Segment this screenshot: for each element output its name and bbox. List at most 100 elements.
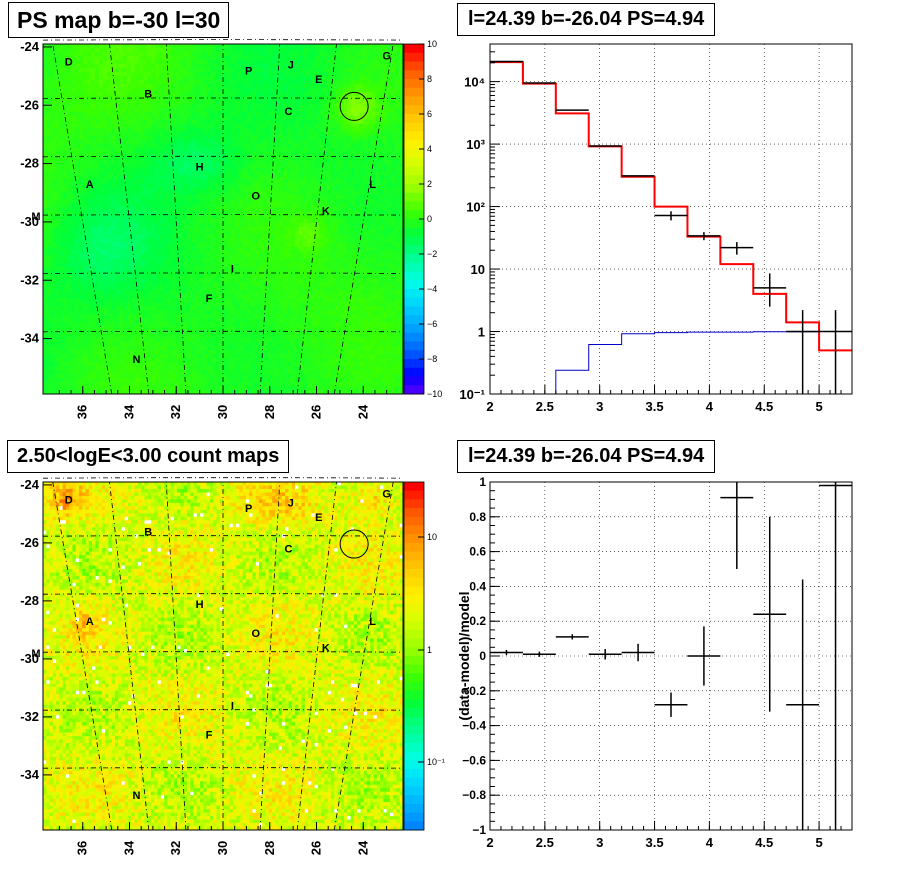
heatmap-cell: [243, 234, 248, 240]
heatmap-cell: [287, 67, 292, 73]
heatmap-cell: [135, 131, 140, 136]
heatmap-cell: [115, 199, 120, 204]
heatmap-cell: [315, 143, 320, 148]
heatmap-cell: [167, 135, 172, 140]
heatmap-cell: [335, 230, 340, 236]
heatmap-cell: [131, 195, 136, 200]
heatmap-cell: [311, 71, 316, 77]
heatmap-cell: [395, 187, 400, 192]
heatmap-cell: [275, 254, 280, 260]
heatmap-cell: [63, 179, 68, 184]
heatmap-cell: [131, 234, 136, 240]
heatmap-cell: [251, 63, 256, 69]
heatmap-cell: [95, 79, 100, 85]
heatmap-cell: [303, 127, 308, 132]
heatmap-cell: [43, 159, 48, 164]
heatmap-cell: [123, 143, 128, 148]
heatmap-cell: [223, 199, 228, 204]
heatmap-cell: [375, 179, 380, 184]
heatmap-cell: [315, 103, 320, 109]
heatmap-cell: [295, 234, 300, 240]
heatmap-cell: [371, 151, 376, 156]
heatmap-cell: [287, 242, 292, 248]
heatmap-cell: [183, 215, 188, 220]
heatmap-cell: [287, 246, 292, 252]
heatmap-cell: [347, 246, 352, 252]
heatmap-cell: [155, 254, 160, 260]
heatmap-cell: [63, 79, 68, 85]
heatmap-cell: [91, 191, 96, 196]
heatmap-cell: [323, 163, 328, 168]
heatmap-cell: [291, 258, 296, 264]
heatmap-cell: [335, 211, 340, 216]
heatmap-cell: [379, 183, 384, 188]
heatmap-cell: [255, 250, 260, 256]
heatmap-cell: [227, 195, 232, 200]
heatmap-cell: [215, 91, 220, 97]
heatmap-cell: [175, 47, 180, 53]
heatmap-cell: [247, 91, 252, 97]
heatmap-cell: [219, 63, 224, 69]
heatmap-cell: [295, 238, 300, 244]
heatmap-cell: [395, 199, 400, 204]
heatmap-cell: [55, 123, 60, 128]
heatmap-cell: [275, 258, 280, 264]
heatmap-cell: [307, 139, 312, 144]
heatmap-cell: [287, 187, 292, 192]
heatmap-cell: [263, 163, 268, 168]
heatmap-cell: [383, 167, 388, 172]
heatmap-cell: [179, 199, 184, 204]
heatmap-cell: [351, 215, 356, 220]
heatmap-cell: [207, 191, 212, 196]
heatmap-cell: [243, 246, 248, 252]
heatmap-cell: [131, 199, 136, 204]
heatmap-cell: [107, 135, 112, 140]
heatmap-cell: [167, 44, 172, 49]
heatmap-cell: [343, 250, 348, 256]
heatmap-cell: [335, 111, 340, 116]
heatmap-cell: [287, 71, 292, 77]
heatmap-cell: [123, 163, 128, 168]
heatmap-cell: [215, 226, 220, 232]
heatmap-cell: [299, 163, 304, 168]
heatmap-cell: [79, 175, 84, 180]
heatmap-cell: [71, 79, 76, 85]
heatmap-cell: [199, 75, 204, 81]
heatmap-cell: [351, 250, 356, 256]
heatmap-cell: [119, 107, 124, 113]
heatmap-cell: [243, 139, 248, 144]
heatmap-cell: [207, 203, 212, 208]
heatmap-cell: [379, 207, 384, 212]
heatmap-cell: [47, 55, 52, 61]
heatmap-cell: [67, 79, 72, 85]
heatmap-cell: [283, 119, 288, 124]
heatmap-cell: [399, 246, 404, 252]
heatmap-cell: [59, 63, 64, 69]
heatmap-cell: [123, 187, 128, 192]
heatmap-cell: [99, 51, 104, 57]
heatmap-cell: [399, 47, 404, 53]
heatmap-cell: [175, 175, 180, 180]
heatmap-cell: [143, 211, 148, 216]
heatmap-cell: [275, 44, 280, 49]
heatmap-cell: [267, 254, 272, 260]
heatmap-cell: [347, 83, 352, 89]
heatmap-cell: [271, 175, 276, 180]
heatmap-cell: [347, 167, 352, 172]
heatmap-cell: [231, 83, 236, 89]
heatmap-cell: [51, 155, 56, 160]
heatmap-cell: [299, 67, 304, 73]
heatmap-cell: [155, 79, 160, 85]
heatmap-cell: [307, 211, 312, 216]
heatmap-cell: [139, 242, 144, 248]
heatmap-cell: [155, 147, 160, 152]
heatmap-cell: [139, 219, 144, 224]
heatmap-cell: [171, 238, 176, 244]
heatmap-cell: [299, 99, 304, 105]
heatmap-cell: [387, 107, 392, 113]
heatmap-cell: [67, 91, 72, 97]
ps-map-heatmap: [43, 44, 404, 395]
heatmap-cell: [79, 71, 84, 77]
heatmap-cell: [263, 111, 268, 116]
heatmap-cell: [375, 211, 380, 216]
